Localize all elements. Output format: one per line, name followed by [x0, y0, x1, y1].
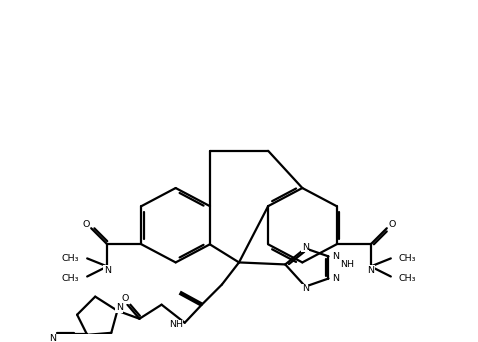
Text: N: N [50, 334, 56, 342]
Text: N: N [104, 266, 111, 275]
Text: O: O [83, 220, 90, 229]
Text: NH: NH [340, 260, 355, 269]
Text: N: N [367, 266, 374, 275]
Text: N: N [302, 284, 309, 293]
Text: O: O [122, 294, 129, 303]
Text: NH: NH [169, 320, 183, 329]
Text: CH₃: CH₃ [62, 254, 79, 263]
Text: O: O [388, 220, 395, 229]
Text: CH₃: CH₃ [62, 274, 79, 283]
Text: CH₃: CH₃ [399, 254, 416, 263]
Text: N: N [116, 303, 123, 312]
Text: N: N [302, 243, 309, 252]
Text: N: N [333, 252, 339, 261]
Text: N: N [333, 274, 339, 283]
Text: CH₃: CH₃ [399, 274, 416, 283]
